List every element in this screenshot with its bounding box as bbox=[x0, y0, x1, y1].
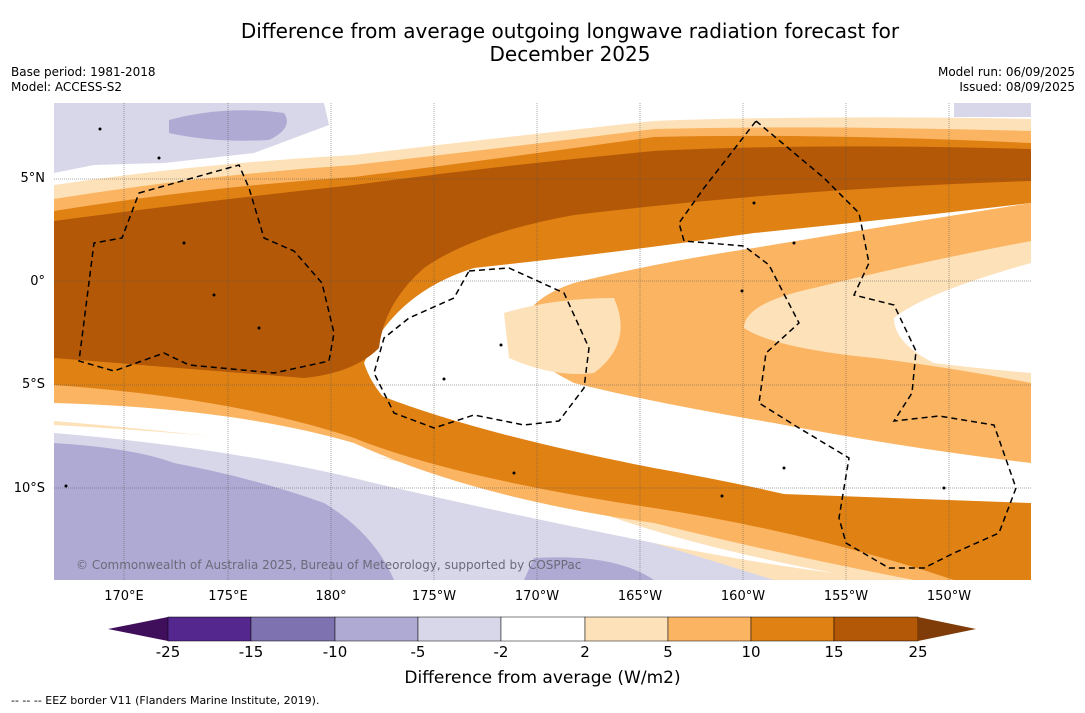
copyright-notice: © Commonwealth of Australia 2025, Bureau… bbox=[76, 558, 582, 572]
colorbar-tick-4: -5 bbox=[410, 643, 426, 661]
colorbar bbox=[108, 616, 978, 648]
colorbar-tick-8: 10 bbox=[741, 643, 761, 661]
title-line-2: December 2025 bbox=[489, 42, 651, 66]
shade-white-south bbox=[54, 425, 834, 573]
shade-neg-north-right bbox=[954, 103, 1031, 117]
colorbar-tick-5: -2 bbox=[493, 643, 509, 661]
colorbar-label: Difference from average (W/m2) bbox=[404, 668, 681, 688]
colorbar-tick-10: 25 bbox=[908, 643, 928, 661]
colorbar-segment-3 bbox=[334, 616, 419, 642]
colorbar-segment-2 bbox=[250, 616, 336, 642]
eez-border-west bbox=[78, 164, 335, 374]
lon-label-170w: 170°W bbox=[514, 589, 560, 604]
lon-label-175e: 175°E bbox=[208, 589, 248, 604]
eez-border-central bbox=[373, 267, 590, 429]
lat-label-5n: 5°N bbox=[20, 171, 46, 186]
anomaly-map bbox=[54, 103, 1031, 580]
model-name: Model: ACCESS-S2 bbox=[11, 80, 123, 94]
eez-borders bbox=[78, 119, 1017, 569]
lat-label-10s: 10°S bbox=[13, 481, 45, 496]
colorbar-segment-1 bbox=[167, 616, 252, 642]
shade-neg-south-small bbox=[524, 557, 654, 580]
colorbar-segment-9 bbox=[833, 616, 919, 642]
colorbar-extend-low bbox=[108, 617, 168, 641]
shade-neg-south-inner bbox=[54, 443, 394, 580]
colorbar-tick-3: -10 bbox=[322, 643, 348, 661]
meta-right: Model run: 06/09/2025 Issued: 08/09/2025 bbox=[938, 65, 1075, 95]
lon-label-175w: 175°W bbox=[411, 589, 457, 604]
model-run: Model run: 06/09/2025 bbox=[937, 65, 1075, 79]
shade-white-east bbox=[894, 263, 1031, 373]
lon-label-150w: 150°W bbox=[926, 589, 972, 604]
colorbar-tick-7: 5 bbox=[663, 643, 673, 661]
colorbar-segment-5 bbox=[500, 616, 586, 642]
map-panel[interactable] bbox=[54, 103, 1031, 580]
colorbar-segment-4 bbox=[417, 616, 502, 642]
colorbar-tick-1: -25 bbox=[155, 643, 181, 661]
gridlines bbox=[54, 103, 1031, 580]
lon-label-155w: 155°W bbox=[823, 589, 869, 604]
colorbar-extend-high bbox=[918, 617, 976, 641]
colorbar-segment-7 bbox=[667, 616, 752, 642]
colorbar-tick-2: -15 bbox=[238, 643, 264, 661]
lon-label-165w: 165°W bbox=[617, 589, 663, 604]
meta-left: Base period: 1981-2018 Model: ACCESS-S2 bbox=[11, 65, 156, 95]
title-line-1: Difference from average outgoing longwav… bbox=[240, 19, 900, 43]
base-period: Base period: 1981-2018 bbox=[11, 65, 156, 79]
shade-dark-north bbox=[54, 146, 1031, 378]
map-title: Difference from average outgoing longwav… bbox=[0, 20, 1085, 66]
issued-date: Issued: 08/09/2025 bbox=[959, 80, 1075, 94]
colorbar-tick-9: 15 bbox=[824, 643, 844, 661]
lon-label-160w: 160°W bbox=[720, 589, 766, 604]
lat-label-5s: 5°S bbox=[21, 377, 45, 392]
islands bbox=[64, 127, 946, 498]
eez-footnote: -- -- -- EEZ border V11 (Flanders Marine… bbox=[11, 694, 320, 707]
lon-label-180: 180° bbox=[315, 589, 347, 604]
colorbar-svg bbox=[108, 616, 976, 642]
shade-5-10-center bbox=[504, 298, 621, 374]
eez-border-east bbox=[678, 119, 1017, 569]
colorbar-tick-6: 2 bbox=[580, 643, 590, 661]
colorbar-segment-6 bbox=[584, 616, 669, 642]
shade-15-25-south bbox=[54, 353, 1031, 580]
lon-label-170e: 170°E bbox=[104, 589, 144, 604]
lat-label-0: 0° bbox=[30, 274, 45, 289]
colorbar-segment-8 bbox=[750, 616, 835, 642]
